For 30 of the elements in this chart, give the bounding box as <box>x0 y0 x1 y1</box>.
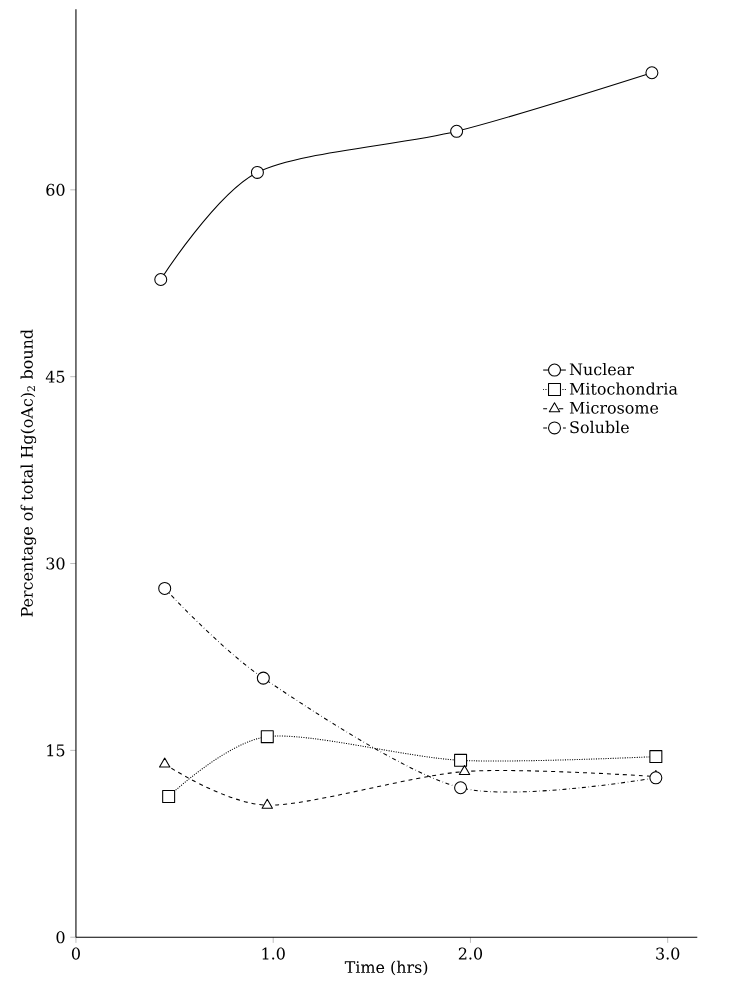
x-tick-label: 1.0 <box>262 947 285 960</box>
point <box>250 165 264 179</box>
point <box>260 730 274 744</box>
point <box>154 273 168 287</box>
legend-label: Microsome <box>569 401 659 414</box>
legend-label: Soluble <box>570 420 629 434</box>
y-tick-label: 60 <box>46 183 65 196</box>
x-tick-label: 2.0 <box>458 947 483 960</box>
y-axis-title: Percentage of total Hg(oAc)$_{2}$ bound <box>20 329 37 617</box>
x-tick-label: 0 <box>71 947 80 960</box>
x-axis-title: Time (hrs) <box>344 960 428 976</box>
x-tick-label: 3.0 <box>656 947 680 960</box>
y-tick-label: 15 <box>47 744 65 757</box>
point <box>159 757 171 768</box>
point <box>454 781 468 795</box>
point <box>450 124 464 138</box>
legend-label: Nuclear <box>569 362 634 376</box>
point <box>649 750 663 764</box>
point <box>162 789 176 803</box>
y-tick-label: 0 <box>56 931 65 944</box>
y-tick-label: 45 <box>45 370 65 383</box>
point <box>645 66 659 80</box>
point <box>454 753 468 767</box>
point <box>458 765 471 776</box>
point <box>649 771 663 785</box>
y-tick-label: 30 <box>46 557 65 570</box>
point <box>256 671 270 685</box>
point <box>158 581 172 595</box>
legend-label: Mitochondria <box>569 382 678 395</box>
point <box>261 798 273 809</box>
